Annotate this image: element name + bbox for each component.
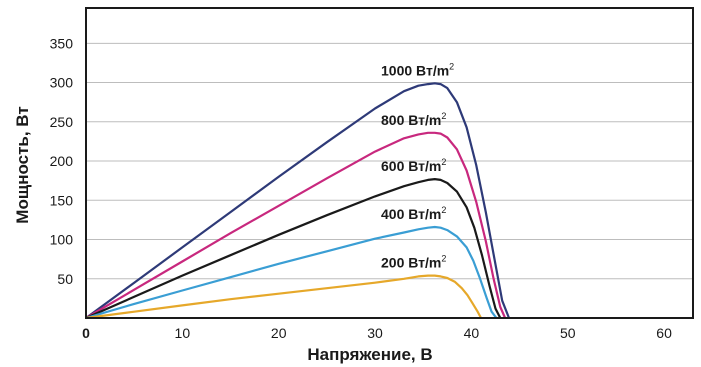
x-tick-label: 40 xyxy=(464,325,480,341)
x-tick-label: 60 xyxy=(656,325,672,341)
y-tick-label: 200 xyxy=(50,153,74,169)
x-tick-label: 10 xyxy=(175,325,191,341)
series-label-superscript: 2 xyxy=(441,205,446,215)
series-label: 600 Вт/m2 xyxy=(381,157,446,174)
series-label-text: 200 Вт/m xyxy=(381,255,441,271)
y-tick-label: 350 xyxy=(50,35,74,51)
series-label: 200 Вт/m2 xyxy=(381,254,446,271)
y-tick-labels: 50 100 150 200 250 300 350 xyxy=(50,35,74,286)
y-tick-label: 250 xyxy=(50,114,74,130)
series-line xyxy=(85,178,502,320)
series-label: 1000 Вт/m2 xyxy=(381,61,454,78)
y-tick-label: 150 xyxy=(50,192,74,208)
series-label-text: 1000 Вт/m xyxy=(381,62,449,78)
series-label-text: 800 Вт/m xyxy=(381,112,441,128)
plot-frame xyxy=(85,7,694,319)
series-label-text: 600 Вт/m xyxy=(381,158,441,174)
y-tick-label: 50 xyxy=(57,271,73,287)
series-label-text: 400 Вт/m xyxy=(381,206,441,222)
x-tick-label: 30 xyxy=(367,325,383,341)
series-label: 400 Вт/m2 xyxy=(381,205,446,222)
x-axis-title: Напряжение, В xyxy=(307,345,432,364)
grid-lines xyxy=(86,42,693,280)
series-line xyxy=(85,225,498,320)
y-axis-title: Мощность, Вт xyxy=(13,106,32,223)
x-tick-labels: 0 10 20 30 40 50 60 xyxy=(82,325,672,341)
x-tick-label: 0 xyxy=(82,325,90,341)
x-tick-label: 50 xyxy=(560,325,576,341)
y-tick-label: 100 xyxy=(50,232,74,248)
series-line xyxy=(85,82,511,319)
series-label: 800 Вт/m2 xyxy=(381,111,446,128)
series-curves xyxy=(85,82,511,320)
series-label-superscript: 2 xyxy=(441,254,446,264)
series-label-superscript: 2 xyxy=(449,61,454,71)
series-label-superscript: 2 xyxy=(441,111,446,121)
x-tick-label: 20 xyxy=(271,325,287,341)
y-tick-label: 300 xyxy=(50,75,74,91)
series-label-superscript: 2 xyxy=(441,157,446,167)
series-line xyxy=(85,274,482,320)
series-line xyxy=(85,131,507,319)
